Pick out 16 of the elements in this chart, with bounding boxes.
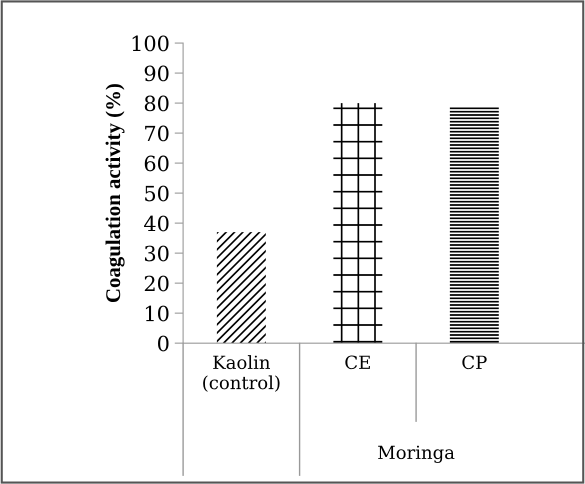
y-tick-label: 30 bbox=[144, 246, 169, 262]
text: Moringa bbox=[378, 446, 454, 463]
y-tick-label: 80 bbox=[144, 96, 169, 112]
y-tick-label: 20 bbox=[144, 276, 169, 292]
x-tick-label: Kaolin (control) bbox=[203, 355, 280, 392]
y-tick-label: 70 bbox=[145, 126, 169, 142]
y-tick-label: 40 bbox=[144, 216, 169, 232]
y-axis-title: Coagulation activity (%) bbox=[106, 84, 125, 302]
x-tick-label: CP bbox=[462, 355, 487, 370]
y-tick-label: 50 bbox=[145, 186, 169, 202]
y-tick-label: 90 bbox=[144, 66, 169, 82]
y-tick-label: 60 bbox=[144, 156, 169, 172]
y-tick-label: 0 bbox=[158, 336, 169, 352]
x-tick-label: CE bbox=[345, 355, 370, 370]
y-tick-label: 10 bbox=[146, 306, 169, 322]
y-tick-label: 100 bbox=[132, 36, 169, 52]
